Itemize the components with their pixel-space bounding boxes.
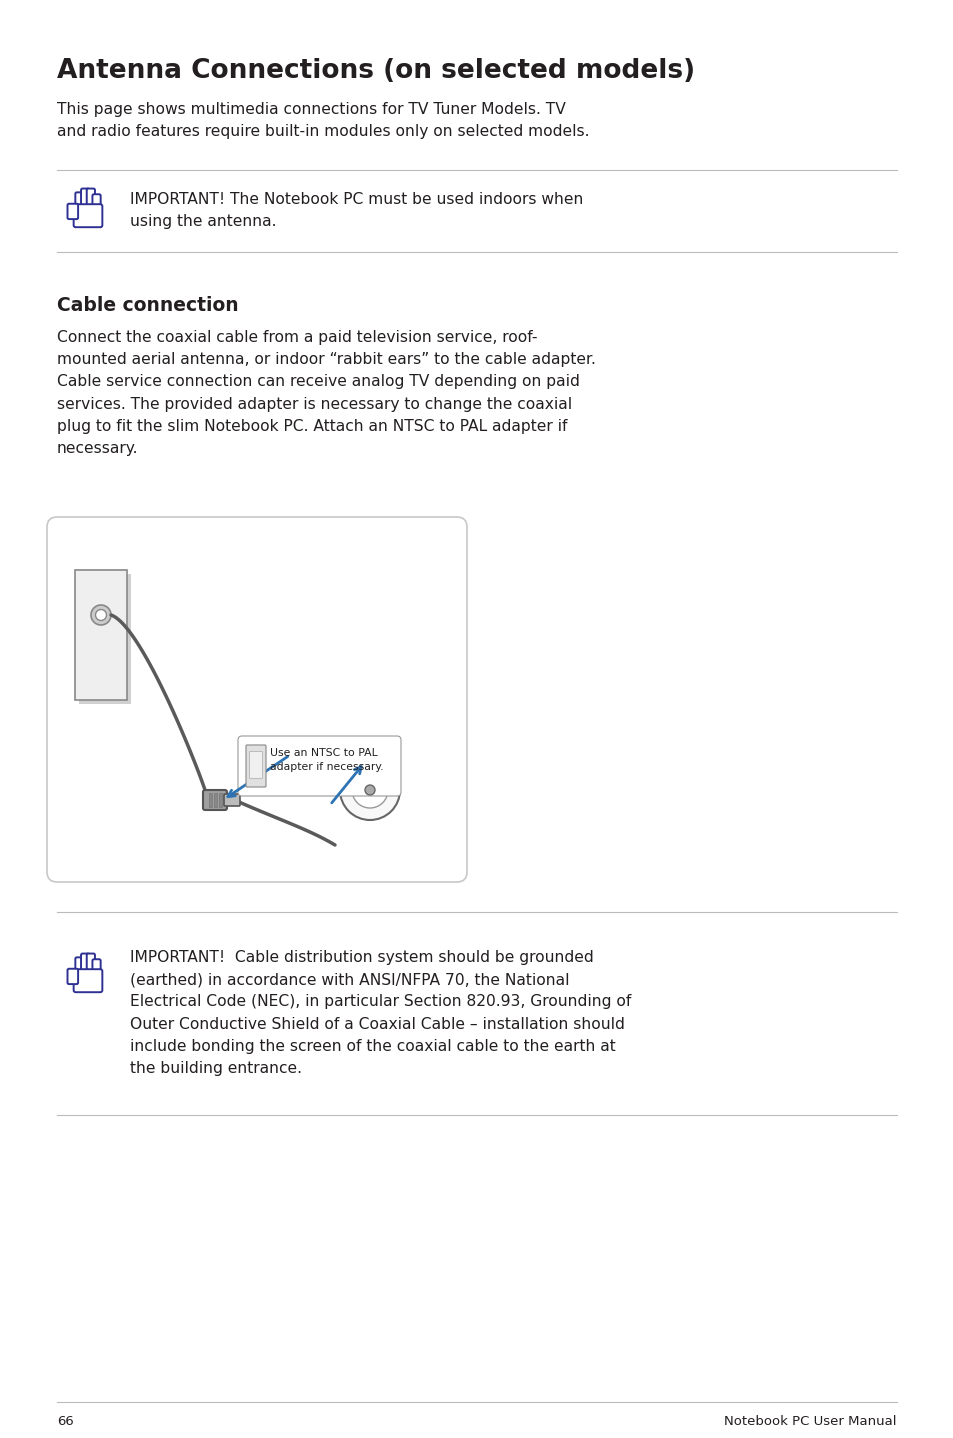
Text: ]: ] xyxy=(386,741,392,755)
FancyBboxPatch shape xyxy=(203,789,227,810)
FancyBboxPatch shape xyxy=(79,574,131,705)
FancyBboxPatch shape xyxy=(250,752,262,778)
Text: IMPORTANT! The Notebook PC must be used indoors when
using the antenna.: IMPORTANT! The Notebook PC must be used … xyxy=(130,193,583,229)
Text: Cable connection: Cable connection xyxy=(57,296,238,315)
FancyBboxPatch shape xyxy=(92,194,101,211)
FancyBboxPatch shape xyxy=(81,953,90,975)
FancyBboxPatch shape xyxy=(81,188,90,210)
Circle shape xyxy=(365,785,375,795)
FancyBboxPatch shape xyxy=(92,959,101,976)
FancyBboxPatch shape xyxy=(237,736,400,797)
FancyBboxPatch shape xyxy=(75,958,84,976)
Circle shape xyxy=(352,772,388,808)
Text: [: [ xyxy=(348,741,354,755)
FancyBboxPatch shape xyxy=(87,953,95,975)
FancyBboxPatch shape xyxy=(219,792,222,807)
FancyBboxPatch shape xyxy=(73,204,102,227)
Text: TV: TV xyxy=(363,743,376,754)
Text: Connect the coaxial cable from a paid television service, roof-
mounted aerial a: Connect the coaxial cable from a paid te… xyxy=(57,329,596,456)
Text: IMPORTANT!  Cable distribution system should be grounded
(earthed) in accordance: IMPORTANT! Cable distribution system sho… xyxy=(130,951,631,1076)
FancyBboxPatch shape xyxy=(75,193,84,211)
FancyBboxPatch shape xyxy=(68,204,78,219)
Text: 66: 66 xyxy=(57,1415,73,1428)
FancyBboxPatch shape xyxy=(224,794,240,807)
FancyBboxPatch shape xyxy=(47,518,467,881)
FancyBboxPatch shape xyxy=(354,738,386,758)
Text: Use an NTSC to PAL
adapter if necessary.: Use an NTSC to PAL adapter if necessary. xyxy=(270,748,383,772)
Circle shape xyxy=(339,761,399,820)
Circle shape xyxy=(95,610,107,621)
Text: Antenna Connections (on selected models): Antenna Connections (on selected models) xyxy=(57,58,695,83)
Text: Notebook PC User Manual: Notebook PC User Manual xyxy=(723,1415,896,1428)
FancyBboxPatch shape xyxy=(75,569,127,700)
FancyBboxPatch shape xyxy=(73,969,102,992)
Circle shape xyxy=(91,605,111,626)
FancyBboxPatch shape xyxy=(213,792,216,807)
FancyBboxPatch shape xyxy=(87,188,95,210)
FancyBboxPatch shape xyxy=(209,792,212,807)
FancyBboxPatch shape xyxy=(68,969,78,984)
Text: This page shows multimedia connections for TV Tuner Models. TV
and radio feature: This page shows multimedia connections f… xyxy=(57,102,589,139)
FancyBboxPatch shape xyxy=(246,745,266,787)
